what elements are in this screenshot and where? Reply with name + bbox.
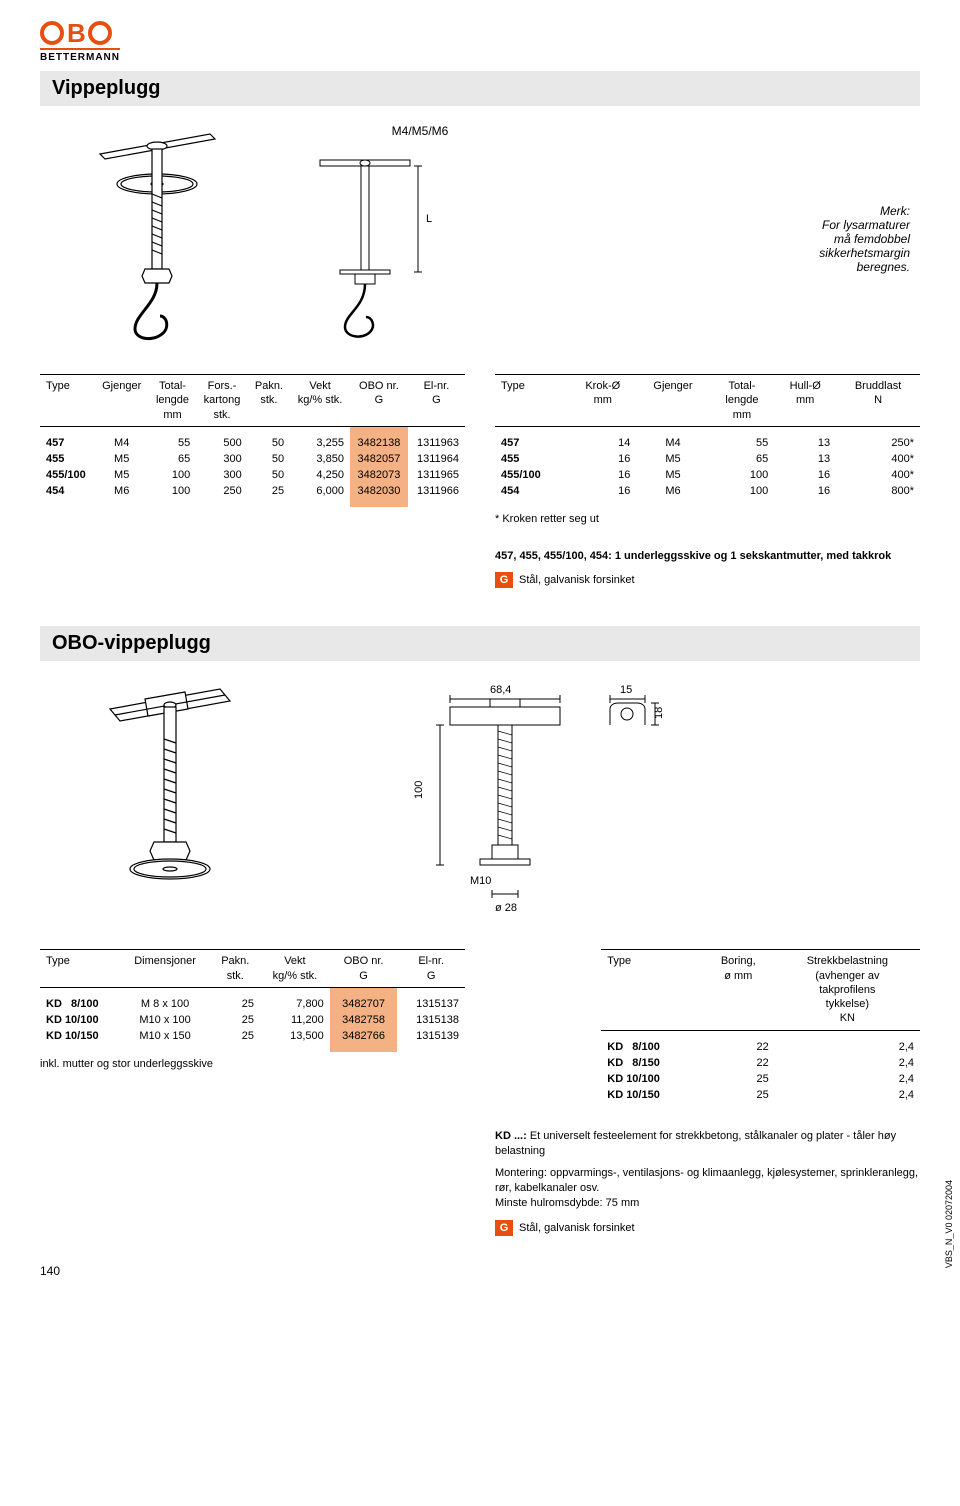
section1-right-table: TypeKrok-Ø mmGjengerTotal- lengde mmHull…: [495, 374, 920, 507]
svg-text:M10: M10: [470, 875, 491, 887]
section1-left-table: TypeGjengerTotal- lengde mmFors.- karton…: [40, 374, 465, 507]
brand-logo: B BETTERMANN: [40, 0, 920, 71]
material-line-2: G Stål, galvanisk forsinket: [495, 1220, 920, 1236]
g-badge: G: [495, 1220, 513, 1236]
illustration-toggle-hook: [40, 124, 310, 344]
section2-right-table: TypeBoring, ø mmStrekkbelastning (avheng…: [601, 949, 920, 1110]
side-code: VBS_N_V0 02072004: [944, 1180, 954, 1268]
svg-text:15: 15: [620, 684, 632, 696]
svg-text:L: L: [426, 213, 432, 225]
illustration-obo-plug: [40, 679, 310, 899]
illustration-dimension-drawing: M4/M5/M6 L: [310, 124, 530, 342]
section2-title: OBO-vippeplugg: [40, 626, 920, 661]
material-line: G Stål, galvanisk forsinket: [495, 572, 920, 588]
incl-note: inkl. mutter og stor underleggsskive: [40, 1058, 465, 1070]
star-note: * Kroken retter seg ut: [495, 513, 920, 525]
svg-text:100: 100: [413, 781, 425, 799]
section2-left-table: TypeDimensjonerPakn. stk.Vekt kg/% stk.O…: [40, 949, 465, 1052]
illustration-obo-dims: 68,4: [310, 679, 690, 919]
section1-title: Vippeplugg: [40, 71, 920, 106]
svg-text:18: 18: [653, 707, 665, 719]
mounting-desc: Montering: oppvarmings-, ventilasjons- o…: [495, 1166, 920, 1212]
svg-text:68,4: 68,4: [490, 684, 511, 696]
g-badge: G: [495, 572, 513, 588]
kd-desc: KD ...: Et universelt festeelement for s…: [495, 1129, 920, 1160]
safety-note: Merk: For lysarmaturer må femdobbel sikk…: [530, 124, 920, 274]
logo-subtext: BETTERMANN: [40, 52, 120, 63]
page-number: 140: [40, 1244, 920, 1288]
section1-desc: 457, 455, 455/100, 454: 1 underleggsskiv…: [495, 549, 920, 564]
dim-label: M4/M5/M6: [310, 124, 530, 138]
svg-text:ø 28: ø 28: [495, 902, 517, 914]
logo-text: B: [67, 20, 85, 46]
